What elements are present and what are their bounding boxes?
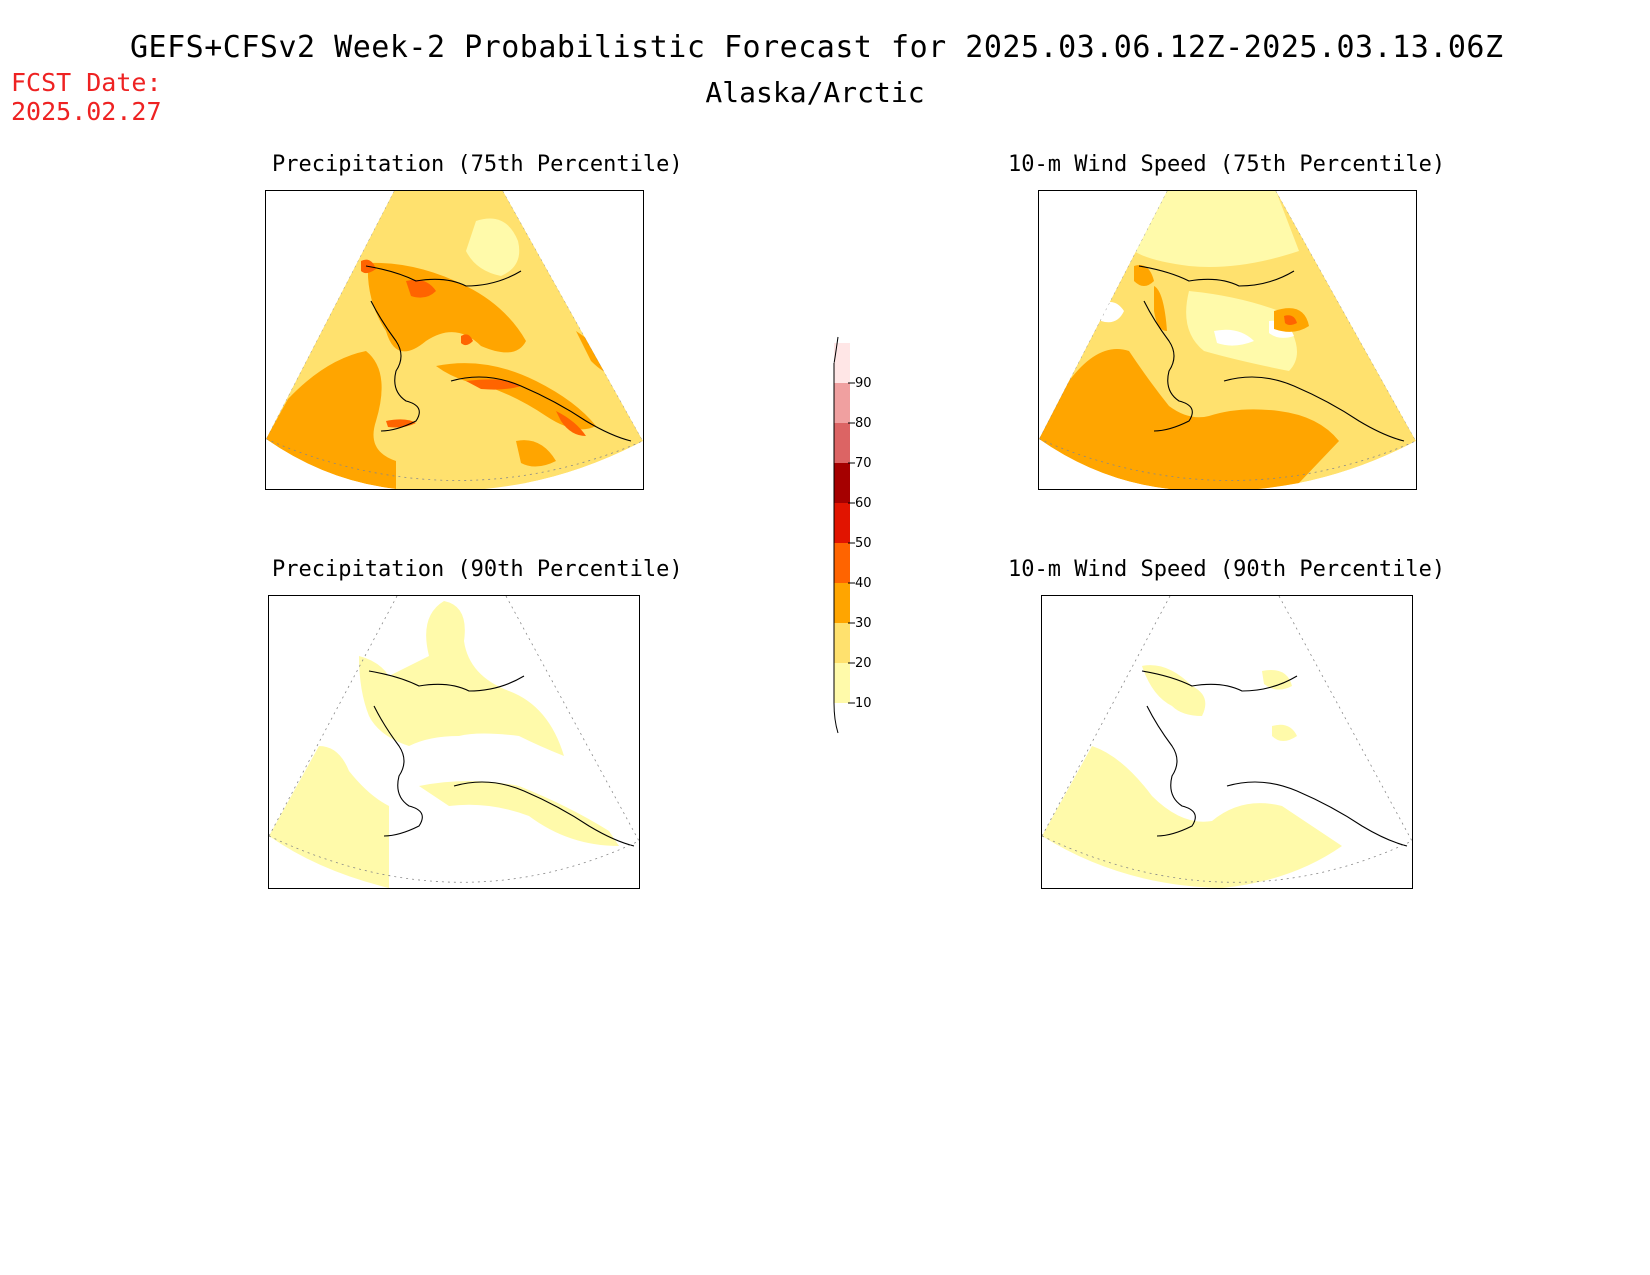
map-wind90 <box>1041 595 1413 889</box>
fill-below-10 <box>1214 329 1254 346</box>
coastline <box>1141 670 1408 847</box>
colorbar-swatch <box>834 423 850 463</box>
region-subtitle: Alaska/Arctic <box>705 76 925 109</box>
panel-title-wind90: 10-m Wind Speed (90th Percentile) <box>1008 557 1446 582</box>
fill-10-20 <box>466 218 520 276</box>
colorbar-label: 80 <box>855 416 872 431</box>
colorbar-label: 70 <box>855 456 872 471</box>
fill-40-50 <box>556 411 586 436</box>
colorbar-label: 90 <box>855 376 872 391</box>
map-wind75-plot <box>1039 191 1416 489</box>
fill-10-20 <box>359 601 564 756</box>
colorbar-swatch <box>834 463 850 503</box>
fill-30-40 <box>1039 349 1339 489</box>
graticule <box>1042 596 1412 883</box>
colorbar-svg: 10 20 30 40 50 60 70 80 90 <box>833 336 872 734</box>
fill-40-50 <box>461 334 473 346</box>
colorbar-swatch <box>834 583 850 623</box>
colorbar-swatch <box>834 383 850 423</box>
map-precip75 <box>265 190 644 490</box>
panel-title-precip75: Precipitation (75th Percentile) <box>272 152 683 177</box>
colorbar-swatch <box>834 343 850 383</box>
fill-30-40 <box>266 351 396 489</box>
colorbar-label: 50 <box>855 536 872 551</box>
fill-30-40 <box>436 363 596 430</box>
panel-title-precip90: Precipitation (90th Percentile) <box>272 557 683 582</box>
colorbar-label: 40 <box>855 576 872 591</box>
colorbar-edge <box>833 336 839 734</box>
figure-title: GEFS+CFSv2 Week-2 Probabilistic Forecast… <box>130 30 1504 65</box>
colorbar-label: 60 <box>855 496 872 511</box>
map-wind75 <box>1038 190 1417 490</box>
colorbar-swatch <box>834 663 850 703</box>
fill-30-40 <box>516 440 556 467</box>
fill-10-20 <box>1262 670 1292 690</box>
coastline <box>1138 265 1405 442</box>
fill-10-20 <box>1272 724 1297 741</box>
panel-title-wind75: 10-m Wind Speed (75th Percentile) <box>1008 152 1446 177</box>
fill-40-50 <box>386 419 416 428</box>
fill-10-20 <box>1186 291 1297 371</box>
fill-10-20 <box>269 746 389 888</box>
colorbar-swatch <box>834 543 850 583</box>
map-mask <box>1039 191 1416 489</box>
fill-40-50 <box>1284 315 1297 325</box>
fill-10-20 <box>419 781 619 846</box>
fill-10-20 <box>1142 665 1206 716</box>
fill-30-40 <box>1154 286 1167 331</box>
fill-30-40 <box>367 262 526 353</box>
forecast-date-label: FCST Date: <box>11 68 162 97</box>
fill-40-50 <box>466 379 521 390</box>
forecast-date-value: 2025.02.27 <box>11 97 162 126</box>
colorbar-swatch <box>834 503 850 543</box>
colorbar-label: 20 <box>855 656 872 671</box>
map-precip90 <box>268 595 640 889</box>
coastline <box>368 670 635 847</box>
fill-10-20 <box>1042 746 1342 888</box>
fill-10-20 <box>1134 191 1299 267</box>
map-precip75-plot <box>266 191 643 489</box>
forecast-date: FCST Date: 2025.02.27 <box>11 68 162 126</box>
fill-30-40 <box>1134 265 1154 286</box>
colorbar-label: 10 <box>855 696 872 711</box>
map-precip90-plot <box>269 596 639 888</box>
colorbar-label: 30 <box>855 616 872 631</box>
colorbar: 10 20 30 40 50 60 70 80 90 <box>820 335 900 735</box>
map-wind90-plot <box>1042 596 1412 888</box>
fill-40-50 <box>406 279 436 298</box>
graticule <box>269 596 639 883</box>
map-mask <box>266 191 643 489</box>
colorbar-swatch <box>834 623 850 663</box>
coastline <box>365 265 632 442</box>
